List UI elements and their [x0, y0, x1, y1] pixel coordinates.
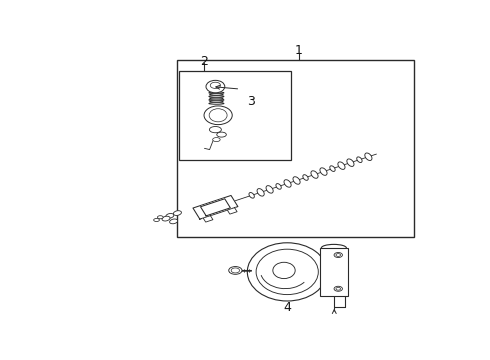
- Ellipse shape: [210, 101, 223, 103]
- Ellipse shape: [357, 157, 362, 162]
- Circle shape: [247, 243, 327, 301]
- Text: 2: 2: [200, 55, 208, 68]
- Ellipse shape: [209, 92, 224, 94]
- Ellipse shape: [336, 287, 341, 290]
- Ellipse shape: [209, 99, 224, 101]
- Ellipse shape: [276, 184, 281, 189]
- Circle shape: [273, 262, 295, 279]
- Ellipse shape: [209, 96, 224, 97]
- Ellipse shape: [284, 180, 291, 187]
- Ellipse shape: [266, 186, 273, 193]
- Ellipse shape: [334, 286, 343, 291]
- Text: 3: 3: [247, 95, 255, 108]
- Ellipse shape: [210, 97, 223, 99]
- Circle shape: [256, 249, 318, 294]
- Polygon shape: [203, 216, 213, 222]
- Ellipse shape: [204, 106, 232, 125]
- Ellipse shape: [157, 216, 163, 219]
- Ellipse shape: [170, 219, 177, 224]
- Ellipse shape: [330, 166, 335, 171]
- Text: 1: 1: [294, 44, 302, 57]
- Polygon shape: [200, 199, 230, 216]
- Bar: [320, 248, 348, 296]
- Ellipse shape: [336, 254, 341, 256]
- Ellipse shape: [320, 168, 327, 175]
- Ellipse shape: [154, 219, 159, 221]
- Ellipse shape: [206, 80, 225, 93]
- Ellipse shape: [166, 213, 174, 218]
- Text: 4: 4: [283, 301, 291, 314]
- Ellipse shape: [365, 153, 372, 161]
- Ellipse shape: [162, 216, 170, 221]
- Ellipse shape: [303, 175, 308, 180]
- Ellipse shape: [334, 252, 343, 257]
- Ellipse shape: [210, 94, 223, 95]
- Polygon shape: [193, 195, 238, 219]
- Ellipse shape: [210, 82, 221, 89]
- Ellipse shape: [338, 162, 345, 170]
- Ellipse shape: [209, 103, 224, 104]
- Ellipse shape: [229, 266, 242, 274]
- Ellipse shape: [311, 171, 318, 178]
- Polygon shape: [227, 208, 237, 214]
- Ellipse shape: [231, 268, 240, 273]
- Bar: [177, 60, 415, 237]
- Ellipse shape: [209, 126, 221, 133]
- Ellipse shape: [209, 109, 227, 122]
- Ellipse shape: [347, 159, 354, 166]
- Ellipse shape: [213, 138, 220, 141]
- Ellipse shape: [173, 211, 181, 215]
- Ellipse shape: [257, 189, 264, 196]
- Ellipse shape: [217, 132, 226, 137]
- Bar: [179, 71, 291, 159]
- Ellipse shape: [293, 177, 300, 184]
- Ellipse shape: [249, 193, 254, 198]
